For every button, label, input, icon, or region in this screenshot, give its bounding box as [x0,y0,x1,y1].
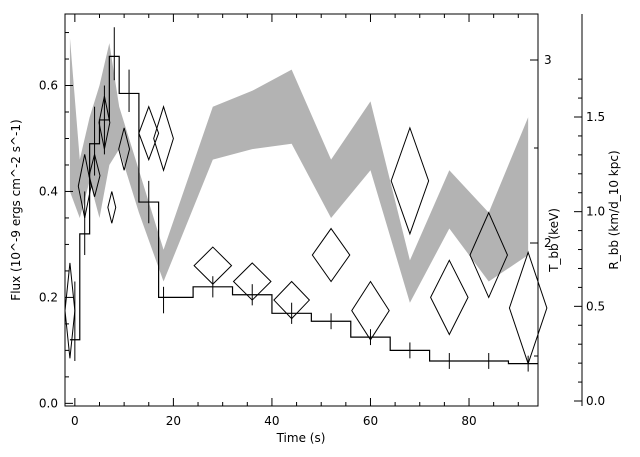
radius-diamond-9 [232,262,272,301]
radius-axis-label: R_bb (km/d_10 kpc) [607,150,621,269]
temperature-band [69,37,529,303]
flux-tick-label: 0.0 [39,396,58,410]
radius-tick-label: 0.0 [586,394,605,408]
temperature-axis-ticks: 23 [530,53,552,357]
radius-diamond-3 [98,96,111,150]
radius-axis-ticks: 0.0 0.5 1.0 1.5 [574,78,605,408]
x-axis-label: Time (s) [276,431,326,445]
x-tick-label: 0 [71,414,79,428]
radius-diamond-13 [390,126,430,236]
flux-step-layer [69,55,538,365]
flux-axis-ticks: 0.0 0.2 0.4 0.6 [39,32,73,410]
radius-diamond-12 [351,280,390,341]
temperature-tick-label: 3 [544,53,552,67]
plot-frame [64,13,539,407]
temperature-axis-label: T_bb (keV) [547,208,561,273]
flux-tick-label: 0.4 [39,184,58,198]
x-tick-label: 60 [363,414,378,428]
temperature-tick-label: 2 [544,236,552,250]
radius-diamond-15 [469,211,508,299]
x-tick-label: 40 [264,414,279,428]
flux-tick-label: 0.6 [39,79,58,93]
radius-diamond-16 [508,250,548,366]
flux-tick-label: 0.2 [39,290,58,304]
x-axis-ticks: 0 20 40 60 80 [71,14,519,428]
x-tick-label: 20 [166,414,181,428]
radius-diamond-14 [430,259,469,336]
radius-diamond-11 [311,227,351,283]
radius-diamond-6 [138,105,160,162]
radius-diamond-8 [193,246,233,285]
radius-diamond-0 [64,262,76,359]
radius-diamond-10 [273,280,311,320]
radius-diamond-5 [118,127,131,171]
radius-tick-label: 1.5 [586,110,605,124]
radius-tick-label: 1.0 [586,205,605,219]
radius-tick-label: 0.5 [586,299,605,313]
x-tick-label: 80 [461,414,476,428]
radius-diamond-4 [107,191,117,224]
flux-axis-label: Flux (10^-9 ergs cm^-2 s^-1) [9,119,23,300]
radius-diamond-layer [64,96,548,366]
flux-step-line [69,55,538,365]
temperature-band-layer [69,37,529,303]
radius-diamond-2 [88,154,101,197]
radius-diamond-7 [153,105,174,172]
